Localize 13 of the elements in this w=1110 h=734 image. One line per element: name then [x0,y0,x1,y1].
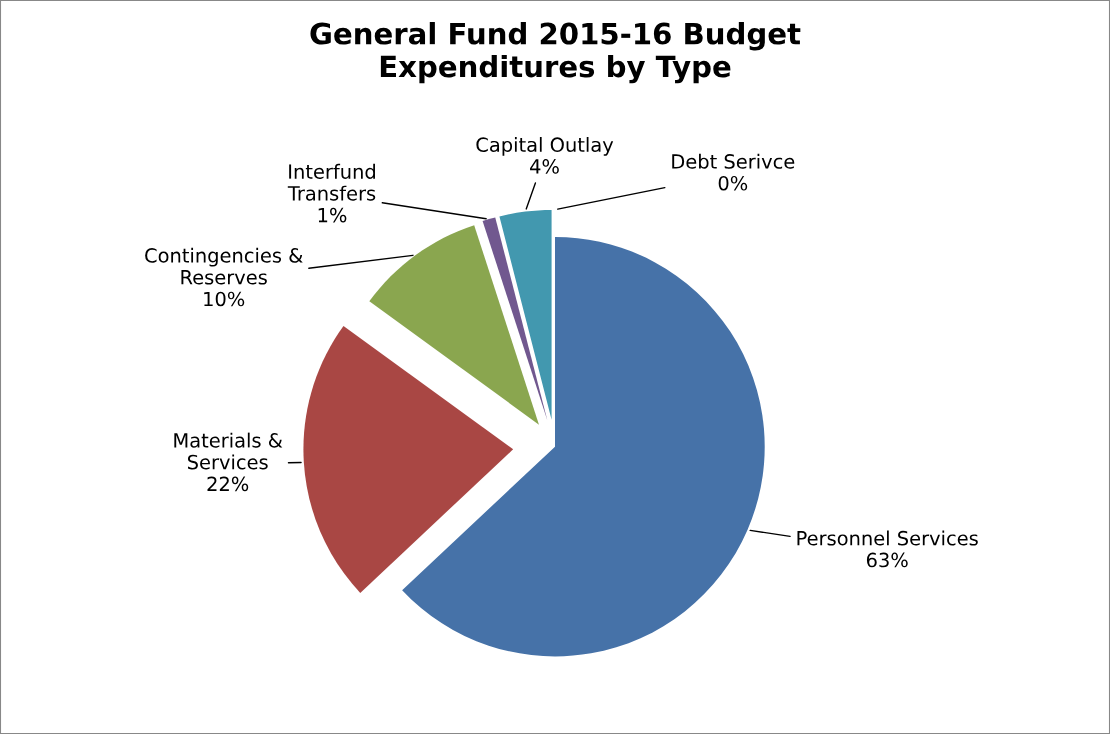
data-label: 1% [318,207,347,223]
slice-label: Personnel Services [797,530,978,546]
slice-label: Capital Outlay [476,136,614,156]
data-label: 10% [204,291,245,307]
slice-label: Materials & Services [174,432,283,470]
text: 0% [718,175,748,191]
category-label: Debt Serivce [672,153,795,169]
data-label: 22% [207,476,249,492]
chart-title: General Fund 2015-16 Budget Expenditures by Type [310,22,801,84]
slice-label: Contingencies & Reserves [145,247,303,285]
data-label: 63% [866,552,908,568]
slice-label: Interfund Transfers [287,163,376,201]
data-label: 4% [530,159,559,174]
